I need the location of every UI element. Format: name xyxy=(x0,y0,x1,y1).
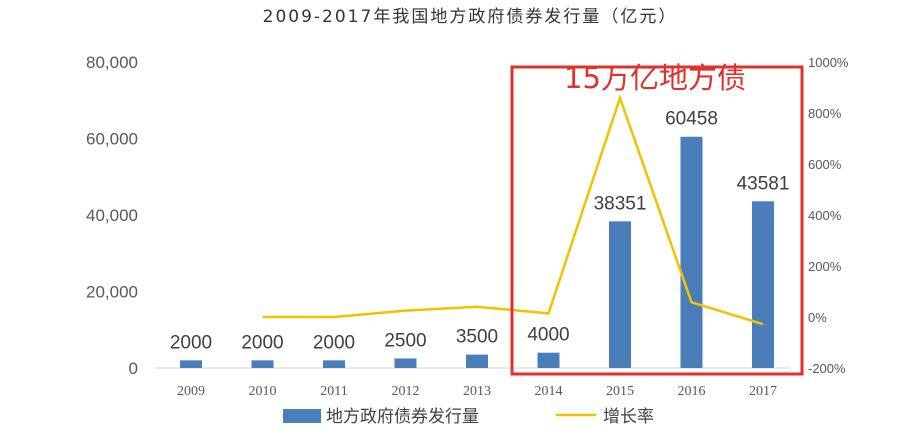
right-tick-label: -200% xyxy=(808,361,846,376)
x-tick-label: 2014 xyxy=(535,384,563,399)
bar-value-label: 38351 xyxy=(594,193,647,214)
chart-title: 2009-2017年我国地方政府债券发行量（亿元） xyxy=(263,7,678,27)
bar-value-label: 4000 xyxy=(527,325,569,346)
highlight-box xyxy=(510,65,804,376)
bar-2011 xyxy=(323,360,345,368)
left-tick-label: 60,000 xyxy=(86,130,138,149)
bar-2015 xyxy=(609,221,631,368)
right-tick-label: 1000% xyxy=(808,55,849,70)
right-tick-label: 600% xyxy=(808,157,842,172)
x-tick-label: 2012 xyxy=(392,384,420,399)
bar-series xyxy=(180,136,774,368)
x-tick-label: 2013 xyxy=(463,384,491,399)
right-tick-label: 400% xyxy=(808,208,842,223)
right-axis-ticks: -200% 0% 200% 400% 600% 800% 1000% xyxy=(808,55,849,376)
x-axis-ticks: 2009 2010 2011 2012 2013 2014 2015 2016 2017 xyxy=(177,384,777,399)
bar-2014 xyxy=(537,352,560,368)
left-axis-ticks: 0 20,000 40,000 60,000 80,000 xyxy=(86,53,138,378)
x-tick-label: 2009 xyxy=(177,384,205,399)
x-tick-label: 2015 xyxy=(606,384,634,399)
right-tick-label: 200% xyxy=(808,259,842,274)
legend: 地方政府债券发行量 增长率 xyxy=(283,407,654,427)
bar-2013 xyxy=(466,354,488,368)
bar-value-label: 2000 xyxy=(313,332,355,353)
left-tick-label: 0 xyxy=(129,359,138,378)
bar-2012 xyxy=(394,358,417,368)
x-tick-label: 2010 xyxy=(249,384,277,399)
annotation-text: 15万亿地方债 xyxy=(564,61,746,95)
bar-2009 xyxy=(180,360,202,368)
right-tick-label: 0% xyxy=(808,310,827,325)
right-tick-label: 800% xyxy=(808,106,842,121)
left-tick-label: 40,000 xyxy=(86,206,138,225)
bar-data-labels: 2000 2000 2000 2500 3500 4000 38351 60458 43581 xyxy=(170,109,790,354)
bar-2017 xyxy=(752,201,774,368)
x-tick-label: 2016 xyxy=(678,384,706,399)
left-tick-label: 80,000 xyxy=(86,53,138,72)
legend-bar-swatch xyxy=(283,409,321,423)
legend-bar-label: 地方政府债券发行量 xyxy=(326,407,479,427)
bar-2010 xyxy=(251,360,274,368)
left-tick-label: 20,000 xyxy=(86,283,138,302)
bar-value-label: 3500 xyxy=(456,327,498,348)
x-tick-label: 2017 xyxy=(749,384,777,399)
bar-value-label: 2000 xyxy=(241,332,283,353)
bar-2016 xyxy=(680,136,703,368)
bar-value-label: 60458 xyxy=(665,109,718,130)
x-tick-label: 2011 xyxy=(320,384,347,399)
legend-line-label: 增长率 xyxy=(603,407,654,427)
bar-value-label: 2500 xyxy=(384,330,426,351)
bar-value-label: 2000 xyxy=(170,332,212,353)
bar-value-label: 43581 xyxy=(737,173,790,194)
